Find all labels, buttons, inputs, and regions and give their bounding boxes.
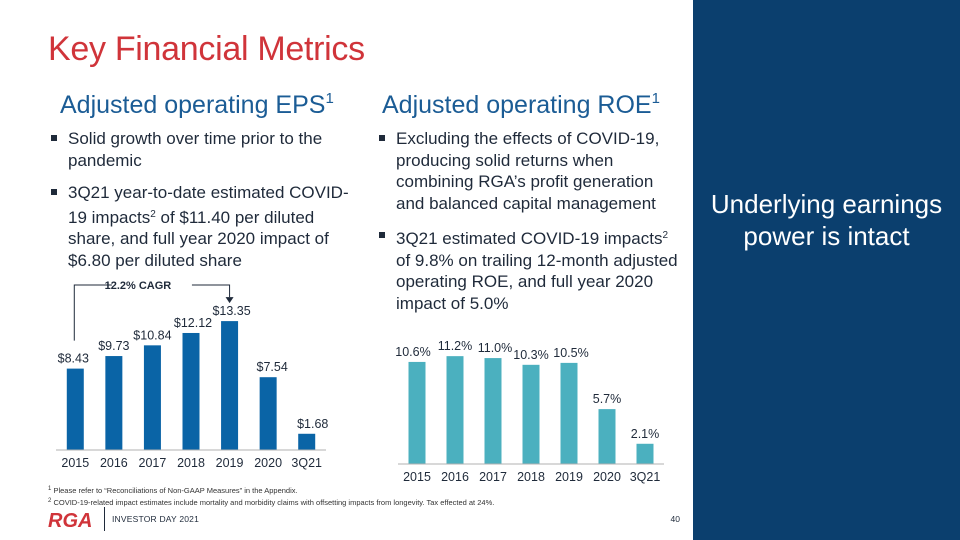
bar-2020	[259, 377, 277, 450]
bar-2015	[408, 361, 426, 464]
eps-bar-chart: $8.43 2015 $9.73 2016 $10.84 2017 $12.12 2018 $1…	[56, 277, 328, 470]
data-label-2020: 5.7%	[593, 392, 622, 406]
eps-bullet: 3Q21 year-to-date estimated COVID-19 imp…	[50, 182, 350, 271]
eps-bullets: Solid growth over time prior to the pand…	[50, 128, 350, 282]
slide-title: Key Financial Metrics	[48, 30, 365, 68]
footnote: 2 COVID-19-related impact estimates incl…	[48, 498, 495, 507]
bar-3Q21	[636, 443, 654, 464]
side-panel: Underlying earnings power is intact	[693, 0, 960, 540]
data-label-2019: $13.35	[212, 304, 250, 318]
roe-bar-chart: 10.6% 2015 11.2% 2016 11.0% 2017 10.3% 2018 10.5…	[395, 339, 664, 484]
side-message: Underlying earnings power is intact	[710, 189, 943, 251]
bar-2019	[560, 362, 578, 464]
x-tick-2016: 2016	[100, 456, 128, 470]
data-label-2019: 10.5%	[553, 346, 588, 360]
bar-2015	[66, 368, 84, 450]
data-label-2016: 11.2%	[438, 339, 473, 353]
x-tick-3Q21: 3Q21	[630, 470, 661, 484]
x-tick-2020: 2020	[593, 470, 621, 484]
bar-2019	[221, 321, 239, 450]
bar-2018	[182, 332, 200, 450]
data-label-2020: $7.54	[257, 360, 288, 374]
data-label-2017: 11.0%	[478, 341, 513, 355]
cagr-label-bg	[111, 277, 192, 292]
roe-bullet: Excluding the effects of COVID-19, produ…	[378, 128, 683, 214]
page-number: 40	[670, 514, 680, 524]
eps-heading: Adjusted operating EPS1	[60, 90, 334, 120]
bar-2016	[105, 356, 123, 450]
event-name: INVESTOR DAY 2021	[112, 514, 200, 524]
bar-3Q21	[298, 433, 316, 450]
roe-heading: Adjusted operating ROE1	[382, 90, 660, 120]
data-label-2015: 10.6%	[395, 345, 430, 359]
footnotes: 1 Please refer to “Reconciliations of No…	[48, 484, 494, 508]
bar-2020	[598, 409, 616, 464]
data-label-2018: 10.3%	[513, 348, 548, 362]
bar-2016	[446, 356, 464, 464]
roe-bullet: 3Q21 estimated COVID-19 impacts2 of 9.8%…	[378, 225, 683, 314]
data-label-2015: $8.43	[58, 352, 89, 366]
roe-heading-text: Adjusted operating ROE	[382, 91, 652, 119]
rga-logo: RGA	[48, 510, 92, 529]
x-tick-2017: 2017	[479, 470, 507, 484]
roe-heading-note: 1	[651, 90, 660, 107]
cagr-label: 12.2% CAGR	[105, 280, 172, 292]
roe-bullets: Excluding the effects of COVID-19, produ…	[378, 128, 683, 325]
footer-divider	[104, 507, 105, 531]
x-tick-2019: 2019	[216, 456, 244, 470]
data-label-2017: $10.84	[133, 328, 171, 342]
x-tick-2015: 2015	[403, 470, 431, 484]
x-tick-2017: 2017	[139, 456, 167, 470]
eps-heading-note: 1	[325, 90, 334, 107]
x-tick-2018: 2018	[517, 470, 545, 484]
data-label-2016: $9.73	[98, 339, 129, 353]
data-label-3Q21: 2.1%	[631, 427, 660, 441]
bar-2017	[143, 345, 161, 450]
x-tick-2016: 2016	[441, 470, 469, 484]
eps-bullet: Solid growth over time prior to the pand…	[50, 128, 350, 171]
x-tick-2018: 2018	[177, 456, 205, 470]
data-label-2018: $12.12	[174, 316, 212, 330]
x-tick-2015: 2015	[61, 456, 89, 470]
footnote: 1 Please refer to “Reconciliations of No…	[48, 486, 298, 495]
bar-2018	[522, 364, 540, 464]
bar-2017	[484, 358, 502, 464]
cagr-arrow	[225, 297, 234, 304]
x-tick-3Q21: 3Q21	[291, 456, 322, 470]
x-tick-2019: 2019	[555, 470, 583, 484]
eps-heading-text: Adjusted operating EPS	[60, 91, 326, 119]
x-tick-2020: 2020	[254, 456, 282, 470]
rga-logo-text: RGA	[48, 510, 92, 529]
data-label-3Q21: $1.68	[297, 417, 328, 431]
